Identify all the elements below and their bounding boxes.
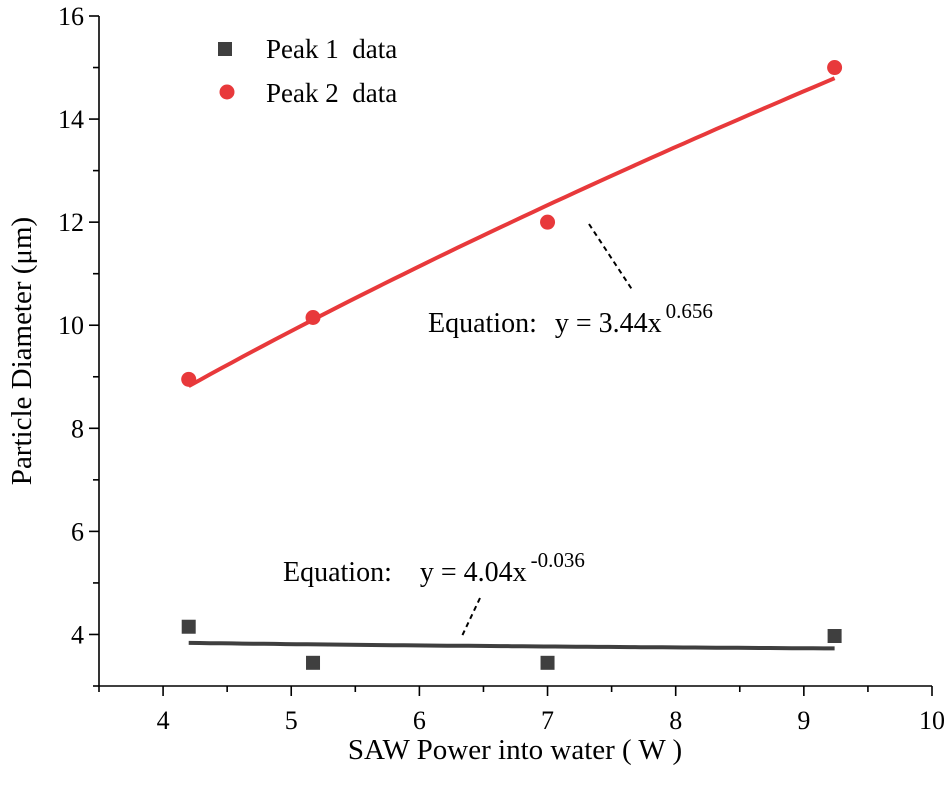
peak2-equation-exponent: 0.656 xyxy=(666,299,713,323)
x-tick-label: 10 xyxy=(919,706,945,735)
peak2-equation-prefix: Equation: xyxy=(428,308,537,339)
x-tick-label: 7 xyxy=(541,706,554,735)
x-tick-label: 9 xyxy=(797,706,810,735)
data-point-peak1 xyxy=(306,655,321,670)
peak2-equation: Equation: y = 3.44x 0.656 xyxy=(428,299,713,339)
legend-label-peak2: Peak 2 data xyxy=(266,78,397,108)
y-axis-title: Particle Diameter (μm) xyxy=(6,217,38,485)
legend: Peak 1 data Peak 2 data xyxy=(218,34,397,108)
fit-line-peak1 xyxy=(188,640,835,651)
y-tick-label: 14 xyxy=(58,105,84,134)
peak2-equation-leader xyxy=(588,223,634,292)
fit-lines xyxy=(187,76,836,651)
peak2-equation-annotation: Equation: y = 3.44x 0.656 xyxy=(428,223,713,339)
x-tick-label: 6 xyxy=(413,706,426,735)
x-tick-label: 8 xyxy=(669,706,682,735)
data-points xyxy=(181,60,843,670)
x-axis-ticks: 4 5 6 7 8 9 10 xyxy=(98,686,945,735)
fit-line-peak2 xyxy=(187,76,836,388)
data-point-peak1 xyxy=(181,619,196,634)
data-point-peak2 xyxy=(827,60,843,76)
x-axis-title: SAW Power into water ( W ) xyxy=(348,734,682,766)
peak1-equation-lhs: y = 4.04x xyxy=(420,557,527,588)
peak1-equation-leader xyxy=(461,597,481,637)
data-point-peak2 xyxy=(181,371,197,387)
y-tick-label: 12 xyxy=(58,208,84,237)
y-tick-label: 4 xyxy=(71,620,84,649)
peak2-equation-lhs: y = 3.44x xyxy=(555,308,662,339)
legend-marker-peak1 xyxy=(218,42,232,56)
data-point-peak1 xyxy=(827,629,842,644)
legend-marker-peak2 xyxy=(219,84,235,100)
data-point-peak1 xyxy=(540,655,555,670)
peak1-equation: Equation: y = 4.04x -0.036 xyxy=(283,548,585,588)
x-tick-label: 4 xyxy=(157,706,170,735)
peak1-equation-exponent: -0.036 xyxy=(531,548,585,572)
y-tick-label: 10 xyxy=(58,311,84,340)
y-tick-label: 8 xyxy=(71,414,84,443)
legend-label-peak1: Peak 1 data xyxy=(266,34,397,64)
y-tick-label: 16 xyxy=(58,2,84,31)
peak1-equation-prefix: Equation: xyxy=(283,557,392,588)
data-point-peak2 xyxy=(305,310,321,325)
data-point-peak2 xyxy=(540,214,556,230)
peak1-equation-annotation: Equation: y = 4.04x -0.036 xyxy=(283,548,585,637)
y-axis-ticks: 4 6 8 10 12 14 16 xyxy=(58,2,99,687)
y-tick-label: 6 xyxy=(71,517,84,546)
x-tick-label: 5 xyxy=(285,706,298,735)
